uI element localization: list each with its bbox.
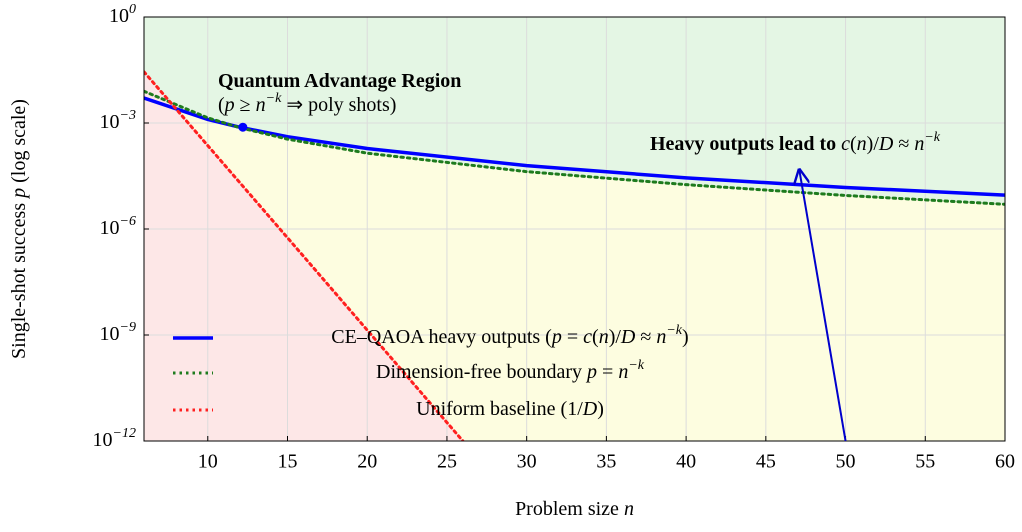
annotation-text: Heavy outputs lead to c(n)/D ≈ n−k [650, 130, 941, 155]
text-part: p [585, 361, 597, 383]
text-part: ( [850, 133, 857, 155]
data-point [238, 122, 248, 132]
text-part: −12 [113, 426, 136, 441]
series-line [144, 89, 1005, 206]
region-green [144, 17, 1005, 205]
text-part: −k [628, 358, 644, 373]
text-part: −9 [120, 320, 136, 335]
lines [144, 70, 1005, 441]
y-tick-label: 10−12 [93, 426, 136, 451]
text-part: Single-shot success [8, 198, 30, 359]
text-part: −6 [120, 214, 136, 229]
text-part: p [550, 326, 562, 348]
x-tick-label: 15 [278, 451, 298, 473]
region-title: Quantum Advantage Region [218, 70, 461, 92]
text-part: ≥ [235, 94, 256, 116]
x-tick-label: 25 [437, 451, 457, 473]
text-part: n [624, 498, 634, 520]
y-tick-label: 10−3 [100, 108, 136, 133]
x-tick-label: 60 [995, 451, 1015, 473]
legend-label: Uniform baseline (1/D) [416, 398, 604, 420]
text-part: ( [592, 326, 599, 348]
text-part: D [582, 398, 598, 420]
text-part: c [583, 326, 592, 348]
text-part: n [857, 133, 867, 155]
text-part: 10 [93, 429, 113, 451]
text-part: Uniform baseline (1/ [416, 398, 583, 420]
text-part: )/ [609, 326, 622, 348]
x-tick-label: 45 [756, 451, 776, 473]
x-tick-label: 35 [596, 451, 616, 473]
x-axis-label: Problem size n [515, 498, 634, 520]
x-tick-label: 20 [357, 451, 377, 473]
y-tick-label: 100 [109, 2, 136, 27]
text-part: Dimension-free boundary [376, 361, 587, 383]
text-part: n [914, 133, 924, 155]
text-part: )/ [867, 133, 880, 155]
text-part: ( [218, 94, 225, 116]
text-part: 10 [100, 323, 120, 345]
text-part: 0 [129, 2, 136, 17]
text-part: ) [682, 326, 689, 348]
text-part: = [597, 361, 618, 383]
text-part: 10 [109, 5, 129, 27]
text-part: p [8, 188, 30, 200]
annotation-arrow [799, 170, 847, 442]
text-part: −k [266, 91, 282, 106]
y-axis-label: Single-shot success p (log scale) [8, 99, 30, 359]
text-part: ) [597, 398, 604, 420]
text-part: CE–QAOA heavy outputs ( [331, 326, 552, 348]
text-part: p [223, 94, 235, 116]
text-part: (log scale) [8, 99, 30, 188]
legend-label: CE–QAOA heavy outputs (p = c(n)/D ≈ n−k) [331, 323, 688, 348]
text-part: Heavy outputs lead to [650, 133, 841, 155]
text-part: n [599, 326, 609, 348]
y-tick-label: 10−6 [100, 214, 136, 239]
x-tick-label: 55 [915, 451, 935, 473]
text-part: ≈ [635, 326, 656, 348]
text-part: D [620, 326, 636, 348]
text-part: 10 [100, 217, 120, 239]
text-part: 10 [100, 111, 120, 133]
x-tick-label: 40 [676, 451, 696, 473]
region-subtitle: (p ≥ n−k ⇒ poly shots) [218, 91, 396, 116]
text-part: Quantum Advantage Region [218, 70, 461, 92]
text-part: n [618, 361, 628, 383]
series-line [144, 70, 465, 441]
x-tick-label: 50 [836, 451, 856, 473]
text-part: ⇒ poly shots) [281, 94, 396, 116]
text-part: −3 [120, 108, 136, 123]
text-part: ≈ [893, 133, 914, 155]
text-part: n [256, 94, 266, 116]
x-tick-label: 10 [198, 451, 218, 473]
text-part: −k [666, 323, 682, 338]
x-tick-label: 30 [517, 451, 537, 473]
text-part: n [656, 326, 666, 348]
legend-label: Dimension-free boundary p = n−k [376, 358, 645, 383]
text-part: Problem size [515, 498, 624, 520]
text-part: c [841, 133, 850, 155]
text-part: D [878, 133, 894, 155]
text-part: = [562, 326, 583, 348]
text-part: −k [924, 130, 940, 145]
y-tick-label: 10−9 [100, 320, 136, 345]
